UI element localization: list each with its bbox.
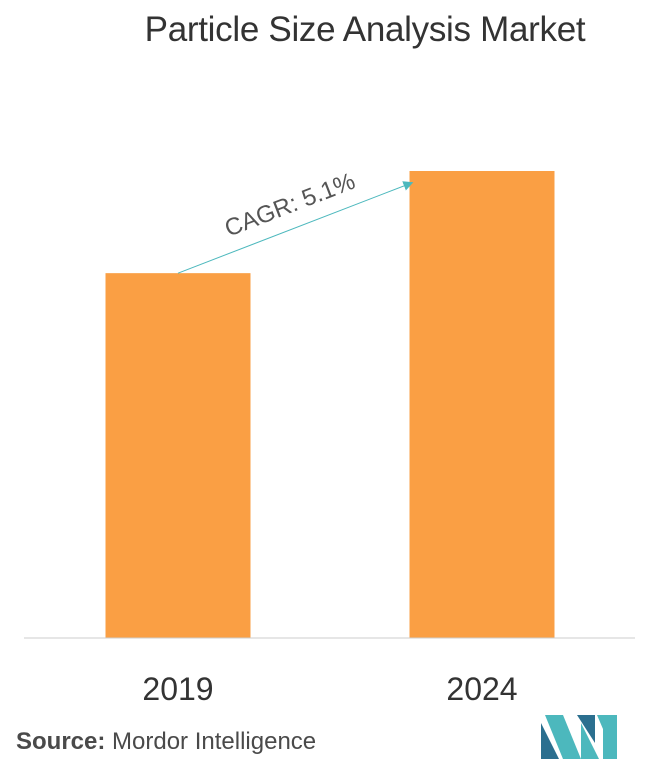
bars-group (105, 171, 555, 638)
x-tick-label-2019: 2019 (142, 671, 213, 707)
mordor-intelligence-logo-icon (541, 715, 617, 759)
source-label: Source: (16, 728, 106, 755)
bar-2019 (105, 273, 251, 638)
x-tick-label-2024: 2024 (446, 671, 517, 707)
source-note: Source: Mordor Intelligence (16, 728, 316, 756)
chart-title: Particle Size Analysis Market (144, 10, 586, 49)
cagr-label: CAGR: 5.1% (221, 168, 359, 243)
source-value: Mordor Intelligence (112, 728, 317, 755)
x-tick-labels-group: 2019 2024 (142, 671, 517, 707)
cagr-arrow (177, 181, 414, 274)
bar-2024 (409, 171, 555, 638)
cagr-annotation-group: CAGR: 5.1% (177, 168, 414, 274)
